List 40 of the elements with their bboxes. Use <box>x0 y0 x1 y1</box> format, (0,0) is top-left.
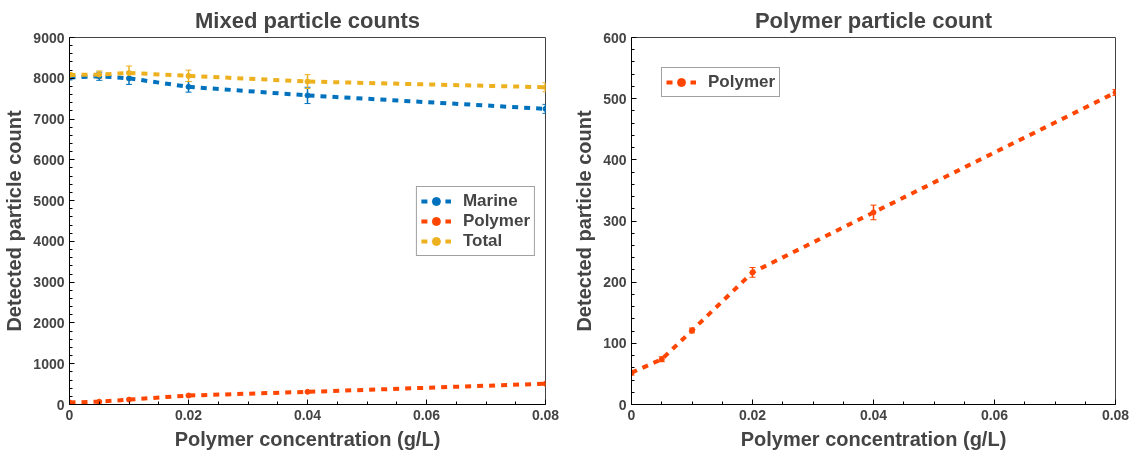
x-tick-label: 0.04 <box>293 406 322 423</box>
y-tick-label: 7000 <box>33 111 65 128</box>
y-tick-label: 300 <box>603 213 627 229</box>
y-tick-label: 500 <box>603 90 627 107</box>
x-tick-label: 0.02 <box>174 406 203 423</box>
legend-label: Marine <box>462 190 518 211</box>
x-tick-label: 0.08 <box>531 406 560 423</box>
chart-title: Mixed particle counts <box>195 7 420 33</box>
point <box>185 392 192 399</box>
x-tick-label: 0.06 <box>412 406 441 423</box>
point <box>96 398 103 405</box>
y-axis-title: Detected particle count <box>573 110 596 332</box>
legend-label: Polymer <box>708 72 776 92</box>
point <box>870 209 877 216</box>
x-axis-title: Polymer concentration (g/L) <box>174 427 441 450</box>
y-tick-label: 100 <box>603 335 627 352</box>
x-tick-label: 0.04 <box>859 406 888 423</box>
x-axis-title: Polymer concentration (g/L) <box>740 427 1007 450</box>
x-tick-label: 0.08 <box>1101 406 1130 423</box>
y-tick-label: 8000 <box>33 70 65 87</box>
y-tick-label: 200 <box>603 274 627 291</box>
x-tick-label: 0.02 <box>738 406 767 423</box>
y-axis-title: Detected particle count <box>3 110 26 332</box>
y-tick-label: 600 <box>603 29 627 46</box>
legend-label: Polymer <box>462 210 530 231</box>
y-tick-label: 3000 <box>33 274 65 291</box>
y-tick-label: 6000 <box>33 151 65 168</box>
point <box>126 396 132 403</box>
point <box>185 72 192 79</box>
y-tick-label: 2000 <box>33 314 65 331</box>
y-tick-label: 9000 <box>33 29 65 46</box>
y-tick-label: 5000 <box>33 192 65 209</box>
y-tick-label: 4000 <box>33 233 65 250</box>
chart-title: Polymer particle count <box>754 7 993 33</box>
point <box>304 388 311 395</box>
y-tick-label: 400 <box>603 151 627 168</box>
x-tick-label: 0.06 <box>980 406 1009 423</box>
point <box>304 92 311 99</box>
legend-label: Total <box>462 230 503 251</box>
y-tick-label: 1000 <box>33 355 65 372</box>
